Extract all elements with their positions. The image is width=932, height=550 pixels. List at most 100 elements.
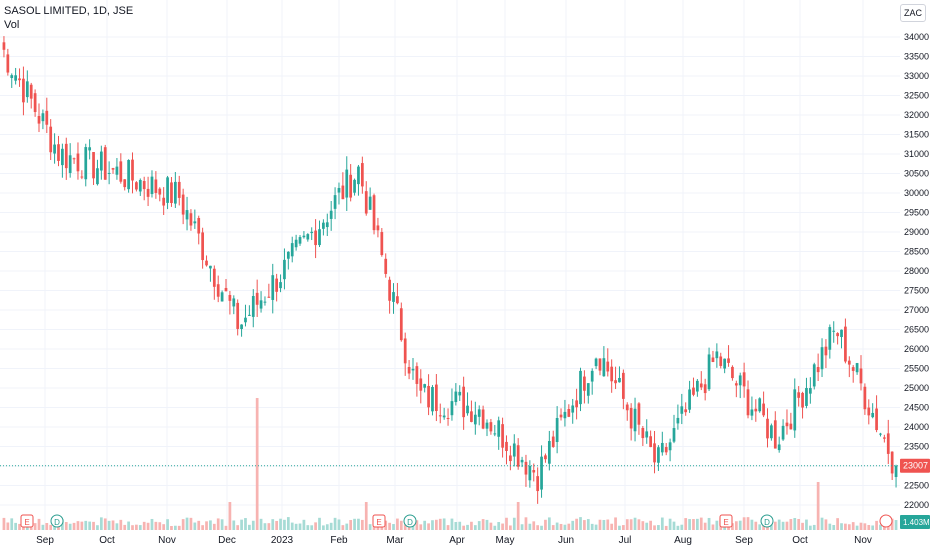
volume-bar	[450, 518, 454, 530]
volume-bar	[750, 519, 754, 530]
volume-bar	[2, 517, 6, 530]
candle-body	[349, 174, 353, 198]
candle-body	[501, 424, 504, 448]
volume-bar	[185, 517, 189, 530]
volume-bar	[135, 524, 138, 530]
volume-bar	[711, 524, 715, 530]
volume-bar	[645, 522, 649, 530]
candle-body	[353, 179, 356, 193]
candle-body	[173, 181, 177, 204]
candle-body	[119, 161, 123, 182]
candle-body	[594, 358, 598, 367]
candle-body	[150, 176, 154, 195]
candle-body	[781, 425, 785, 440]
marker-shape	[760, 514, 774, 528]
volume-bar	[586, 519, 590, 530]
volume-bar	[470, 521, 473, 530]
candle-body	[201, 232, 204, 261]
time-tick-label: 2023	[271, 535, 294, 546]
marker-label: D	[407, 518, 413, 527]
candle-body	[302, 235, 306, 238]
volume-bar	[345, 523, 349, 530]
price-tick-label: 25500	[904, 364, 929, 374]
candle-body	[314, 230, 317, 246]
volume-bar	[197, 520, 201, 530]
candle-body	[812, 364, 816, 387]
price-tick-label: 23500	[904, 442, 929, 452]
volume-bar	[851, 522, 855, 530]
candle-body	[847, 360, 851, 365]
volume-bar	[72, 522, 76, 530]
currency-button[interactable]: ZAC	[900, 4, 926, 22]
volume-bar	[797, 519, 801, 530]
dividend-marker[interactable]: D	[403, 514, 417, 528]
earnings-marker[interactable]: E	[20, 514, 34, 528]
candle-body	[575, 400, 578, 408]
candle-body	[29, 84, 33, 99]
volume-bar	[703, 522, 707, 530]
candle-body	[797, 392, 801, 398]
candle-body	[676, 417, 680, 424]
volume-bar	[890, 518, 894, 530]
volume-bar	[684, 518, 688, 530]
candle-body	[290, 243, 294, 257]
dividend-marker[interactable]: D	[760, 514, 774, 528]
time-tick-label: Oct	[99, 535, 115, 546]
volume-bar	[731, 523, 734, 530]
volume-bar	[388, 522, 391, 530]
volume-bar	[111, 520, 115, 530]
price-tick-label: 28500	[904, 247, 929, 257]
volume-bar	[224, 525, 228, 530]
candle-body	[76, 153, 80, 172]
candle-body	[177, 181, 181, 198]
split-marker-icon[interactable]	[879, 514, 893, 528]
volume-bar	[18, 523, 21, 530]
candle-body	[446, 417, 450, 419]
candle-body	[715, 351, 719, 359]
candle-body	[738, 375, 742, 386]
candle-body	[473, 414, 477, 425]
candle-body	[372, 195, 376, 231]
candle-body	[645, 431, 649, 438]
volume-bar	[707, 517, 711, 530]
candle-body	[808, 388, 812, 394]
price-tick-label: 31500	[904, 130, 929, 140]
earnings-marker[interactable]: E	[372, 514, 386, 528]
time-axis[interactable]: Sep Oct Nov Dec 2023 Feb Mar Apr May Jun Jul Aug Sep…	[36, 535, 872, 546]
candle-body	[551, 436, 555, 447]
volume-bar	[189, 517, 193, 530]
volume-bar	[590, 523, 594, 530]
price-tick-label: 29000	[904, 227, 929, 237]
marker-shape	[50, 514, 64, 528]
candle-body	[333, 195, 337, 209]
volume-bar	[466, 524, 469, 530]
volume-bar	[808, 525, 812, 530]
dividend-marker[interactable]: D	[50, 514, 64, 528]
candle-body	[789, 423, 793, 430]
candle-body	[684, 409, 688, 413]
volume-bar	[96, 525, 99, 530]
marker-label: E	[376, 518, 381, 527]
candle-body	[154, 179, 158, 193]
candle-body	[248, 314, 251, 316]
volume-bar	[680, 524, 684, 530]
symbol-title: SASOL LIMITED, 1D, JSE	[4, 5, 134, 17]
candlesticks	[2, 36, 898, 504]
time-tick-label: Apr	[449, 535, 465, 546]
candle-body	[364, 191, 368, 214]
volume-bar	[45, 522, 49, 530]
candle-body	[454, 391, 458, 403]
volume-bar	[353, 518, 356, 530]
candle-body	[785, 422, 789, 427]
volume-bar	[629, 519, 633, 530]
volume-bar	[871, 525, 875, 530]
volume-bar	[633, 517, 637, 530]
candle-body	[762, 403, 765, 416]
earnings-marker[interactable]: E	[719, 514, 733, 528]
candle-body	[33, 93, 37, 113]
volume-bar	[154, 521, 158, 530]
volume-bar	[170, 525, 173, 530]
price-axis[interactable]	[900, 0, 932, 530]
